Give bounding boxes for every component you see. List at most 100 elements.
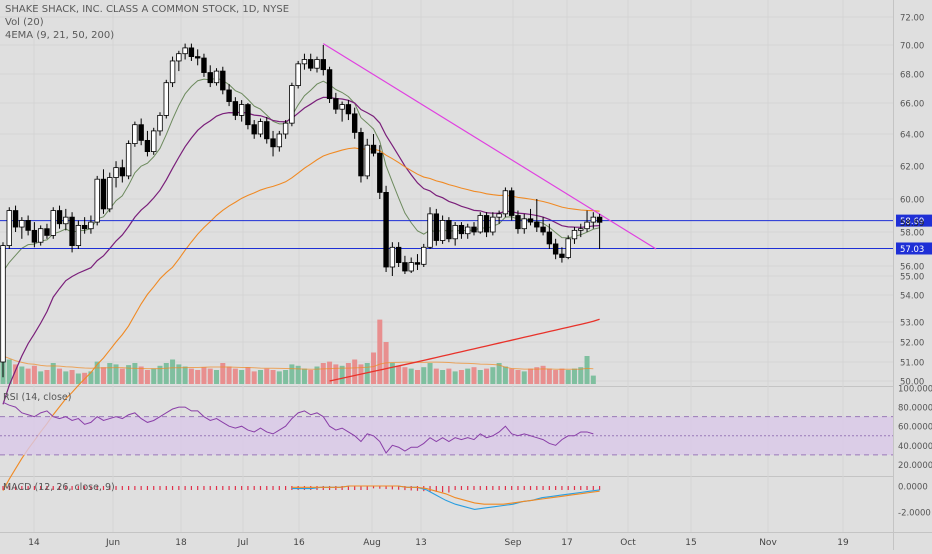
candle-body (308, 59, 314, 69)
volume-bar (528, 368, 534, 384)
volume-bar (44, 370, 50, 384)
volume-bar (584, 356, 590, 384)
candle-body (465, 226, 471, 235)
volume-bar (452, 371, 458, 384)
candle-body (50, 210, 56, 236)
candle-body (590, 216, 597, 223)
volume-bar (75, 373, 81, 384)
rsi-label: RSI (14, close) (3, 392, 72, 403)
volume-bar (521, 371, 527, 384)
time-axis-label: Nov (759, 538, 777, 548)
candle-body (220, 70, 226, 91)
volume-bar (590, 375, 596, 384)
volume-bar (283, 370, 289, 384)
candle-body (226, 89, 232, 102)
volume-bar (19, 366, 25, 384)
volume-bar (201, 367, 207, 384)
ema21-line (2, 96, 600, 405)
price-tick-label: 52.00 (900, 339, 924, 349)
volume-bar (465, 368, 471, 384)
ema-indicator-label: 4EMA (9, 21, 50, 200) (5, 30, 115, 41)
candle-body (383, 191, 389, 268)
candle-body (546, 231, 553, 245)
price-tick-label: 68.00 (900, 71, 924, 81)
candle-body (395, 246, 402, 264)
candle-body (257, 121, 264, 135)
volume-bar (578, 367, 584, 384)
candle-body (345, 104, 352, 115)
volume-bar (119, 368, 125, 384)
volume-bar (377, 319, 383, 384)
time-axis-label: 18 (175, 538, 187, 548)
price-line-badge (896, 214, 932, 227)
candle-body (282, 122, 289, 135)
candle-body (439, 220, 446, 241)
candle-body (245, 104, 251, 126)
volume-bar (389, 363, 395, 384)
candle-body (107, 177, 113, 210)
time-axis-label: Jun (105, 538, 120, 548)
price-tick-label: 56.00 (900, 263, 924, 273)
candle-body (88, 221, 94, 230)
volume-bar (571, 368, 577, 384)
ema200-line (329, 318, 600, 382)
candle-body (6, 210, 12, 247)
volume-bar (546, 368, 552, 384)
candle-body (389, 246, 396, 268)
candle-body (490, 216, 496, 233)
candle-body (565, 238, 571, 258)
volume-bar (276, 371, 282, 384)
volume-bar (540, 365, 546, 384)
ema50-line (2, 147, 600, 491)
volume-bar (144, 370, 150, 384)
volume-bar (50, 363, 56, 384)
time-axis-label: Oct (620, 538, 636, 548)
ema9-line (2, 77, 600, 272)
time-axis-label: Jul (237, 538, 249, 548)
rsi-tick-label: 20.0000 (898, 461, 932, 471)
volume-bar (257, 370, 263, 384)
candle-body (502, 190, 509, 215)
candle-body (414, 262, 421, 265)
candle-body (238, 104, 245, 116)
candle-body (157, 115, 163, 132)
candle-body (326, 69, 333, 100)
volume-bar (352, 359, 358, 384)
candle-body (370, 144, 377, 154)
volume-bar (57, 368, 63, 384)
volume-bar (107, 363, 113, 384)
candle-body (213, 70, 220, 84)
candle-body (182, 47, 188, 55)
volume-bar (496, 363, 502, 384)
volume-bar (264, 368, 270, 384)
volume-bar (301, 368, 307, 384)
candle-body (314, 59, 320, 69)
candle-body (207, 72, 213, 84)
rsi-tick-label: 80.0000 (898, 404, 932, 414)
volume-bar (458, 370, 464, 384)
volume-bar (320, 363, 326, 384)
price-line-label: 58.59 (900, 219, 924, 229)
candle-body (63, 216, 69, 225)
volume-bar (170, 359, 176, 384)
candle-body (56, 210, 63, 225)
time-axis-label: 14 (28, 538, 40, 548)
time-axis-label: 15 (685, 538, 696, 548)
volume-bar (195, 370, 201, 384)
rsi-line (2, 401, 594, 454)
volume-bar (207, 368, 213, 384)
volume-ma-line (2, 355, 594, 370)
candle-body (169, 60, 176, 84)
time-axis-label: 16 (293, 538, 305, 548)
volume-bar (151, 368, 157, 384)
time-axis-label: 17 (561, 538, 572, 548)
volume-bar (113, 364, 119, 384)
candle-body (496, 213, 502, 218)
candle-body (289, 85, 295, 124)
candle-body (75, 224, 82, 246)
volume-bar (126, 365, 132, 384)
candle-body (571, 229, 578, 240)
time-axis-label: 13 (415, 538, 426, 548)
